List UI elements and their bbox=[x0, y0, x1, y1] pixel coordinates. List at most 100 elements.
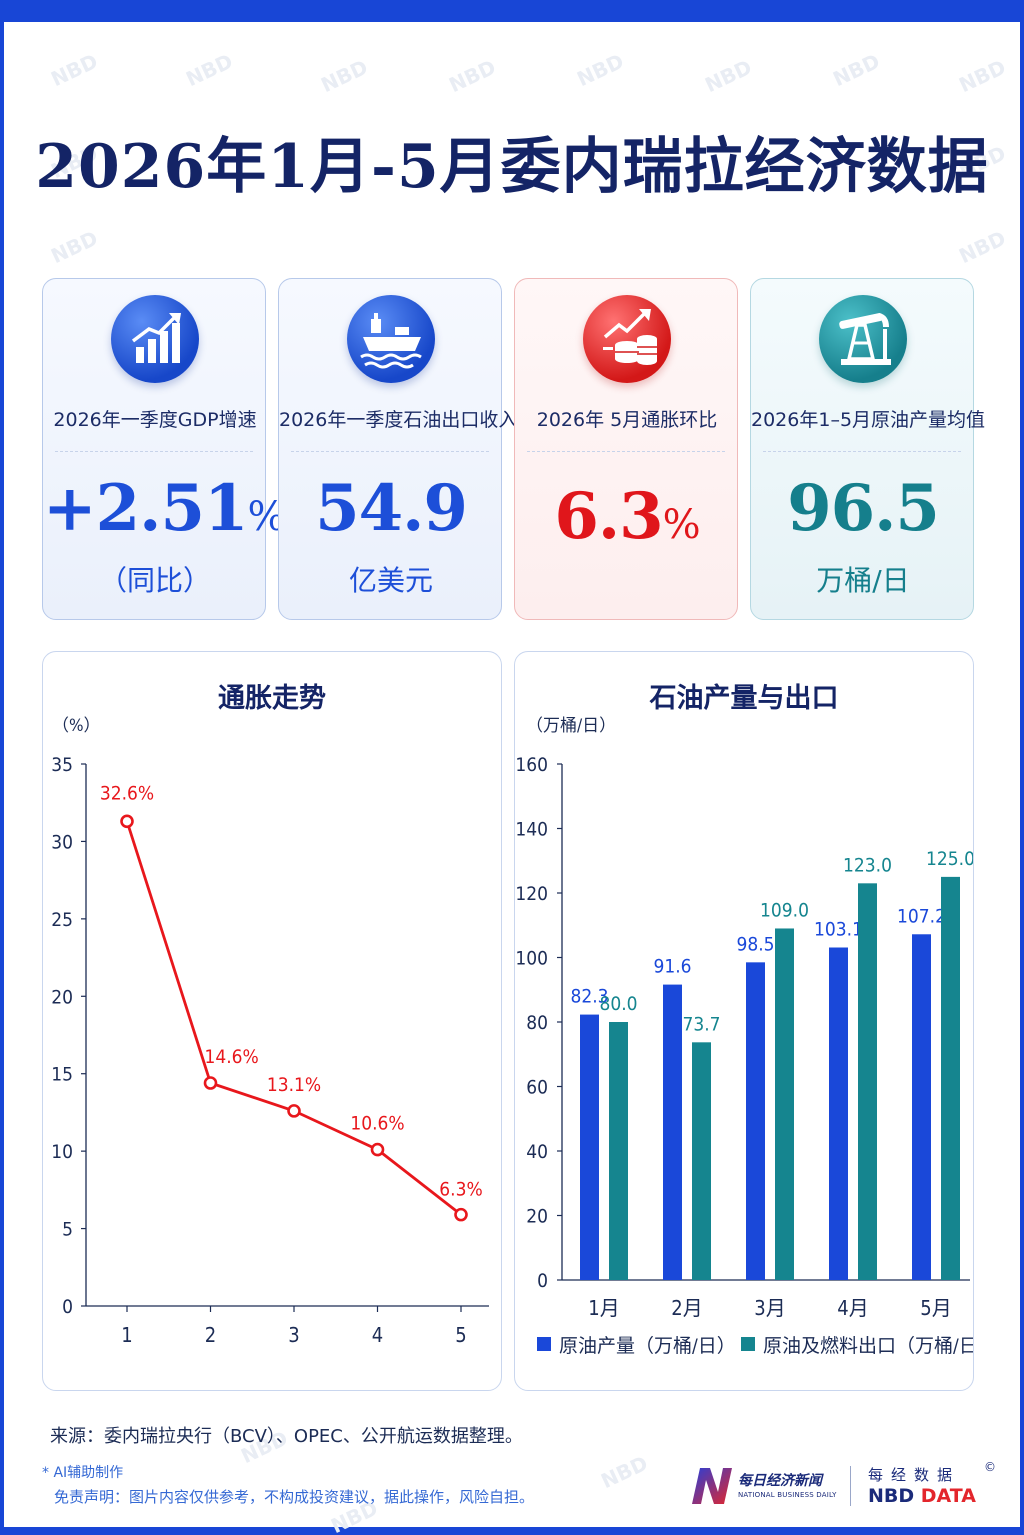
watermark-text: NBD bbox=[829, 48, 884, 92]
kpi-value: 6.3% bbox=[554, 479, 700, 554]
kpi-label: 2026年 5月通胀环比 bbox=[536, 409, 718, 431]
top-frame-bar bbox=[0, 0, 1024, 22]
bottom-frame-bar bbox=[0, 1527, 1024, 1535]
y-tick-label: 25 bbox=[51, 909, 73, 931]
x-tick-label: 2月 bbox=[671, 1296, 702, 1320]
kpi-divider bbox=[527, 451, 725, 452]
x-tick-label: 4月 bbox=[837, 1296, 868, 1320]
x-tick-label: 3月 bbox=[754, 1296, 785, 1320]
production-bar bbox=[829, 947, 848, 1280]
y-tick-label: 15 bbox=[51, 1064, 73, 1086]
kpi-value: 54.9 bbox=[315, 471, 468, 546]
inflation-data-label: 14.6% bbox=[205, 1046, 259, 1068]
watermark-text: NBD bbox=[573, 48, 628, 92]
x-tick-label: 5月 bbox=[920, 1296, 951, 1320]
legend-swatch-export bbox=[741, 1337, 755, 1351]
production-data-label: 103.1 bbox=[814, 919, 863, 941]
kpi-label: 2026年一季度GDP增速 bbox=[53, 409, 257, 431]
watermark-text: NBD bbox=[955, 54, 1010, 98]
oil-chart-panel: 石油产量与出口 （万桶/日） 0 20 40 60 80 100 120 140 160 1月 82.… bbox=[514, 651, 974, 1391]
y-axis-unit-label: （%） bbox=[52, 716, 101, 736]
bar-growth-icon bbox=[111, 295, 199, 383]
production-bar bbox=[746, 962, 765, 1280]
y-tick-label: 160 bbox=[515, 754, 548, 776]
export-bar bbox=[941, 876, 960, 1280]
export-data-label: 109.0 bbox=[760, 899, 809, 921]
inflation-chart-panel: 通胀走势 （%） 0 5 10 15 20 25 30 35 1 2 3 4 5 32.6% 14.6% 13.… bbox=[42, 651, 502, 1391]
production-bar bbox=[580, 1014, 599, 1280]
nbd-logo: 每日经济新闻 NATIONAL BUSINESS DAILY 每经数据 NBD … bbox=[690, 1460, 1000, 1510]
x-tick-label: 1 bbox=[121, 1323, 132, 1347]
legend-label-production: 原油产量（万桶/日） bbox=[559, 1335, 736, 1357]
oil-bar-chart: （万桶/日） 0 20 40 60 80 100 120 140 160 1月 82.380.0 2月 9… bbox=[515, 716, 973, 1357]
disclaimer-note: 免责声明：图片内容仅供参考，不构成投资建议，据此操作，风险自担。 bbox=[54, 1488, 535, 1506]
watermark-text: NBD bbox=[597, 1450, 652, 1494]
inflation-data-label: 10.6% bbox=[350, 1113, 404, 1135]
logo-registered-mark: © bbox=[984, 1460, 996, 1474]
kpi-unit: （同比） bbox=[98, 564, 211, 597]
right-frame-bar bbox=[1020, 0, 1024, 1535]
kpi-card-oil-production: 2026年1–5月原油产量均值 96.5 万桶/日 bbox=[750, 278, 986, 620]
left-frame-bar bbox=[0, 0, 4, 1535]
y-tick-label: 0 bbox=[62, 1296, 73, 1318]
kpi-card-inflation: 2026年 5月通胀环比 6.3% bbox=[514, 278, 738, 620]
watermark-text: NBD bbox=[955, 225, 1010, 269]
kpi-value: 96.5 bbox=[787, 471, 940, 546]
logo-separator bbox=[850, 1466, 851, 1506]
y-tick-label: 5 bbox=[62, 1219, 73, 1241]
y-tick-label: 35 bbox=[51, 754, 73, 776]
inflation-data-point bbox=[287, 1104, 301, 1118]
source-note: 来源：委内瑞拉央行（BCV）、OPEC、公开航运数据整理。 bbox=[50, 1426, 523, 1447]
inflation-data-point bbox=[454, 1207, 468, 1222]
y-tick-label: 120 bbox=[515, 883, 548, 905]
watermark-text: NBD bbox=[701, 54, 756, 98]
watermark-text: NBD bbox=[182, 48, 237, 92]
kpi-label: 2026年一季度石油出口收入 bbox=[279, 409, 518, 431]
production-data-label: 107.2 bbox=[897, 905, 946, 927]
inflation-line-chart: （%） 0 5 10 15 20 25 30 35 1 2 3 4 5 32.6% 14.6% 13.1% 10.… bbox=[51, 716, 489, 1347]
export-bar bbox=[858, 883, 877, 1280]
inflation-data-label: 6.3% bbox=[439, 1179, 482, 1201]
y-tick-label: 100 bbox=[515, 948, 548, 970]
ai-assisted-note: * AI辅助制作 bbox=[42, 1465, 124, 1481]
watermark-text: NBD bbox=[47, 225, 102, 269]
y-tick-label: 30 bbox=[51, 831, 73, 853]
inflation-data-label: 13.1% bbox=[267, 1074, 321, 1096]
inflation-data-point bbox=[203, 1076, 218, 1090]
watermark-text: NBD bbox=[47, 48, 102, 92]
production-bar bbox=[663, 984, 682, 1280]
kpi-card-gdp: 2026年一季度GDP增速 +2.51% （同比） bbox=[42, 278, 286, 620]
production-bar bbox=[912, 934, 931, 1280]
kpi-card-oil-export-revenue: 2026年一季度石油出口收入 54.9 亿美元 bbox=[278, 278, 518, 620]
legend-swatch-production bbox=[537, 1337, 551, 1351]
kpi-unit: 万桶/日 bbox=[816, 564, 910, 597]
oil-pump-icon bbox=[819, 295, 907, 383]
export-bar bbox=[692, 1042, 711, 1280]
chart-title: 石油产量与出口 bbox=[649, 683, 839, 714]
chart-title: 通胀走势 bbox=[218, 683, 326, 714]
kpi-label: 2026年1–5月原油产量均值 bbox=[751, 409, 986, 431]
inflation-data-label: 32.6% bbox=[100, 782, 154, 804]
y-tick-label: 140 bbox=[515, 819, 548, 841]
export-data-label: 80.0 bbox=[599, 993, 637, 1015]
logo-data-en: NBD DATA bbox=[868, 1485, 976, 1507]
inflation-series-line bbox=[125, 820, 462, 1216]
y-tick-label: 20 bbox=[51, 986, 73, 1008]
kpi-divider bbox=[55, 451, 253, 452]
production-data-label: 98.5 bbox=[736, 933, 774, 955]
production-data-label: 91.6 bbox=[653, 956, 691, 978]
legend-label-export: 原油及燃料出口（万桶/日） bbox=[763, 1335, 973, 1357]
x-tick-label: 4 bbox=[372, 1323, 383, 1347]
inflation-data-point bbox=[370, 1142, 385, 1157]
logo-name-cn: 每日经济新闻 bbox=[738, 1473, 822, 1489]
kpi-divider bbox=[763, 451, 961, 452]
kpi-unit: 亿美元 bbox=[348, 564, 433, 597]
kpi-divider bbox=[291, 451, 489, 452]
y-tick-label: 40 bbox=[526, 1141, 548, 1163]
y-tick-label: 20 bbox=[526, 1206, 548, 1228]
export-data-label: 123.0 bbox=[843, 854, 892, 876]
y-tick-label: 10 bbox=[51, 1141, 73, 1163]
y-axis-unit-label: （万桶/日） bbox=[526, 716, 616, 736]
logo-data-cn: 每经数据 bbox=[868, 1466, 961, 1484]
production-data-label: 82.3 bbox=[570, 986, 608, 1008]
